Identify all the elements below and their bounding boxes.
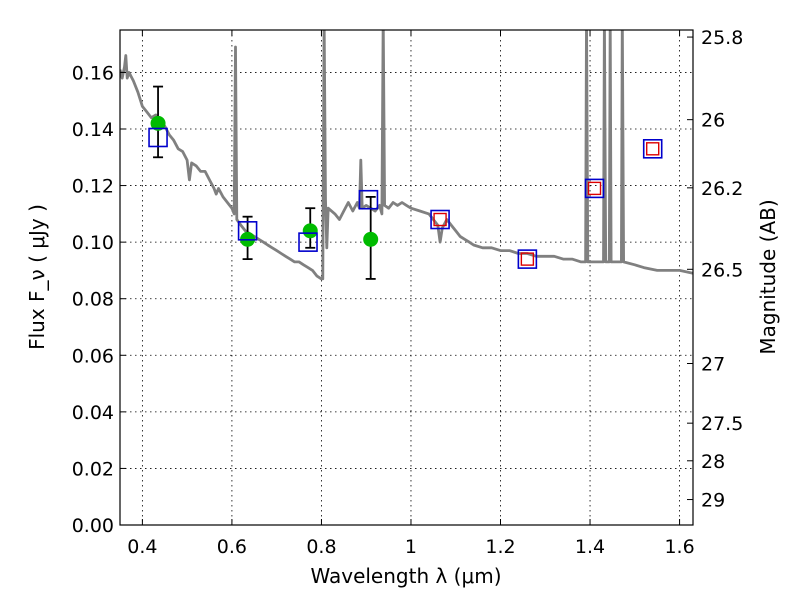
observed-point	[302, 223, 318, 239]
model-blue-square	[584, 178, 605, 199]
model-spectrum-line	[120, 30, 693, 281]
right-tick-label: 29	[701, 490, 725, 512]
y-tick-label: 0.10	[72, 232, 114, 254]
ticks: 0.4 0.6 0.8 1 1.2 1.4 1.6 0.00 0.02 0.04 0.06 0.08 0…	[72, 27, 744, 558]
model-blue-square	[430, 209, 450, 230]
data-layer	[120, 30, 693, 281]
right-tick-label: 26.2	[701, 178, 743, 200]
model-red-square	[587, 181, 602, 196]
y-tick-label: 0.12	[72, 176, 114, 198]
plot-area	[120, 30, 693, 525]
x-tick-label: 1.2	[485, 536, 515, 558]
x-tick-label: 0.6	[217, 536, 247, 558]
right-tick-label: 25.8	[701, 27, 743, 49]
x-tick-label: 0.4	[127, 536, 157, 558]
right-tick-label: 26.5	[701, 259, 743, 281]
y-tick-label: 0.16	[72, 62, 114, 84]
right-tick-label: 28	[701, 451, 725, 473]
x-tick-label: 0.8	[306, 536, 336, 558]
model-blue-square	[237, 221, 258, 241]
plot-frame	[119, 29, 694, 526]
model-blue-square	[298, 232, 318, 252]
y-tick-label: 0.08	[72, 289, 114, 311]
model-red-square	[520, 252, 535, 266]
model-red-square	[646, 142, 660, 156]
y-tick-label: 0.06	[72, 345, 114, 367]
marker-layer	[148, 85, 663, 280]
x-tick-label: 1.4	[575, 536, 605, 558]
right-tick-label: 27	[701, 353, 725, 375]
x-tick-label: 1	[405, 536, 417, 558]
x-tick-label: 1.6	[664, 536, 694, 558]
right-axis-label: Magnitude (AB)	[756, 199, 780, 354]
observed-point	[363, 231, 379, 247]
model-blue-square	[358, 189, 379, 210]
model-red-square	[433, 212, 447, 227]
grid	[120, 30, 693, 525]
model-blue-square	[517, 249, 538, 269]
x-axis-label: Wavelength λ (μm)	[310, 564, 501, 588]
right-tick-label: 26	[701, 110, 725, 132]
y-tick-label: 0.14	[72, 119, 114, 141]
y-tick-label: 0.04	[72, 402, 114, 424]
model-blue-square	[148, 127, 168, 148]
y-axis-label: Flux F_ν ( μJy )	[25, 204, 49, 350]
y-tick-label: 0.02	[72, 458, 114, 480]
y-tick-label: 0.00	[72, 515, 114, 537]
model-blue-square	[642, 139, 663, 159]
right-tick-label: 27.5	[701, 413, 743, 435]
observed-point	[150, 115, 166, 131]
